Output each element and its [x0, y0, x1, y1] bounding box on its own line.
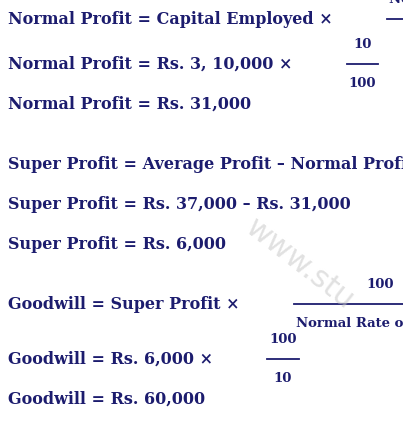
Text: 100: 100	[366, 278, 394, 291]
Text: Goodwill = Rs. 60,000: Goodwill = Rs. 60,000	[8, 391, 205, 408]
Text: Normal Rate of Return: Normal Rate of Return	[389, 0, 403, 6]
Text: Super Profit = Rs. 6,000: Super Profit = Rs. 6,000	[8, 236, 226, 253]
Text: Normal Profit = Rs. 3, 10,000 ×: Normal Profit = Rs. 3, 10,000 ×	[8, 56, 298, 73]
Text: 10: 10	[274, 372, 292, 385]
Text: Super Profit = Average Profit – Normal Profit: Super Profit = Average Profit – Normal P…	[8, 156, 403, 173]
Text: 10: 10	[353, 38, 372, 51]
Text: Normal Rate of Return: Normal Rate of Return	[296, 317, 403, 330]
Text: Goodwill = Rs. 6,000 ×: Goodwill = Rs. 6,000 ×	[8, 351, 218, 368]
Text: Normal Profit = Capital Employed ×: Normal Profit = Capital Employed ×	[8, 11, 338, 28]
Text: 100: 100	[269, 333, 297, 346]
Text: Normal Profit = Rs. 31,000: Normal Profit = Rs. 31,000	[8, 96, 251, 113]
Text: Super Profit = Rs. 37,000 – Rs. 31,000: Super Profit = Rs. 37,000 – Rs. 31,000	[8, 196, 351, 213]
Text: 100: 100	[349, 77, 376, 90]
Text: www.stu: www.stu	[240, 213, 360, 315]
Text: Goodwill = Super Profit ×: Goodwill = Super Profit ×	[8, 296, 245, 313]
